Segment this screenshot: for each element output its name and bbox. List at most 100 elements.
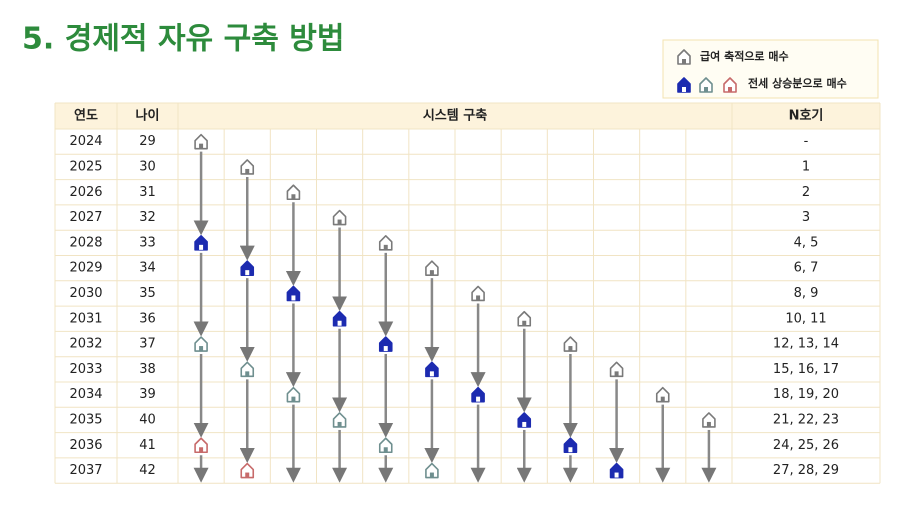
house-door [337,421,342,427]
house-body [332,310,347,327]
house-icon [702,412,716,428]
house-icon [194,133,208,150]
header-cell: 나이 [136,108,160,124]
house-icon [286,285,301,302]
house-body [240,260,255,276]
house-icon [194,235,208,251]
house-door [682,87,686,92]
house-body [471,386,485,403]
house-body [517,310,532,327]
house-icon [194,437,208,454]
house-icon [286,184,301,201]
age-cell: 33 [139,235,156,250]
house-icon [563,336,578,352]
house-door [291,295,296,301]
house-body [425,361,439,378]
year-cell: 2026 [69,185,102,200]
count-cell: 3 [802,210,810,225]
house-door [383,244,388,250]
house-door [337,320,342,326]
house-body [563,336,578,352]
house-door [429,472,434,478]
house-body [378,336,393,352]
count-cell: 1 [802,159,810,174]
house-icon [332,310,347,327]
house-icon [378,336,393,352]
year-cell: 2031 [69,311,102,326]
house-icon [723,77,737,93]
house-icon [677,49,691,65]
house-body [240,462,255,479]
house-icon [471,386,485,403]
house-door [245,472,250,478]
legend-label: 급여 축적으로 매수 [700,49,789,63]
age-cell: 38 [139,362,156,377]
house-body [609,361,624,378]
title: 5. 경제적 자유 구축 방법 [22,22,344,57]
count-cell: 18, 19, 20 [773,387,839,402]
age-cell: 35 [139,286,156,301]
age-cell: 30 [139,159,156,174]
header-cell: 연도 [74,109,98,124]
house-body [286,285,301,302]
count-cell: 21, 22, 23 [773,412,839,427]
legend-box [662,39,879,99]
year-cell: 2028 [69,235,102,250]
count-cell: 10, 11 [785,311,826,326]
house-body [655,386,670,403]
house-body [677,77,691,93]
house-icon [425,361,439,378]
house-icon [240,361,255,378]
house-body [609,462,624,479]
house-body [240,159,255,175]
age-cell: 41 [139,438,156,453]
age-cell: 32 [139,210,156,225]
age-cell: 29 [139,134,156,149]
house-body [471,285,485,302]
house-icon [378,437,393,454]
house-door [383,346,388,352]
house-door [568,447,573,453]
house-door [199,447,204,453]
year-cell: 2035 [69,412,102,427]
house-body [677,49,691,65]
house-icon [563,437,578,454]
header-cell: 시스템 구축 [423,108,487,124]
house-door [706,421,711,427]
year-cell: 2025 [69,159,102,174]
house-body [563,437,578,454]
age-cell: 39 [139,387,156,402]
house-icon [699,77,713,93]
house-door [660,396,665,402]
house-body [286,386,301,403]
year-cell: 2037 [69,463,102,478]
age-cell: 36 [139,311,156,326]
age-cell: 42 [139,463,156,478]
legend-label: 전세 상승분으로 매수 [748,76,847,90]
house-body [517,412,532,428]
house-door [614,371,619,377]
house-icon [378,235,393,251]
house-icon [240,462,255,479]
house-door [245,270,250,276]
house-door [199,346,204,352]
house-icon [517,310,532,327]
house-door [476,295,481,301]
house-icon [609,361,624,378]
count-cell: 15, 16, 17 [773,362,839,377]
house-body [194,336,208,352]
count-cell: - [804,134,809,149]
house-body [425,462,439,479]
house-door [728,87,732,92]
house-door [429,270,434,276]
year-cell: 2024 [69,134,102,149]
house-body [194,235,208,251]
year-cell: 2030 [69,286,102,301]
house-body [286,184,301,201]
count-cell: 27, 28, 29 [773,463,839,478]
house-door [383,447,388,453]
house-door [245,371,250,377]
year-cell: 2032 [69,337,102,352]
house-door [522,421,527,427]
